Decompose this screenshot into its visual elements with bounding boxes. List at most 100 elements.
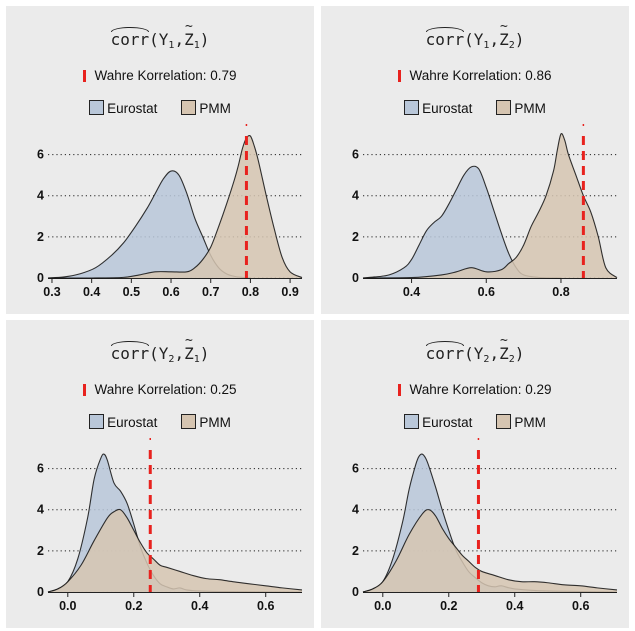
title-y-var: Y [158,344,169,363]
title-y-var: Y [473,30,484,49]
x-tick-label: 0.2 [125,599,142,613]
true-correlation-marker [398,384,402,396]
legend-label: PMM [199,415,231,430]
legend-label: PMM [514,415,546,430]
true-correlation-marker [83,70,87,82]
y-tick-label: 6 [37,462,44,476]
title-z-sub: 1 [193,40,200,51]
title-y-sub: 2 [483,354,490,365]
legend: Eurostat PMM [6,414,314,430]
legend: Eurostat PMM [6,100,314,116]
true-correlation-text: Wahre Korrelation: 0.29 [409,382,552,397]
legend-item-eurostat: Eurostat [404,100,472,116]
x-tick-label: 0.4 [506,599,523,613]
title-y-var: Y [473,344,484,363]
x-tick-label: 0.9 [281,285,298,299]
x-tick-label: 0.4 [403,285,420,299]
x-tick-label: 0.4 [83,285,100,299]
legend-item-eurostat: Eurostat [89,414,157,430]
chart-panel-4: corr(Y2,Z2) Wahre Korrelation: 0.29 Eurost… [321,320,629,628]
title-y-var: Y [158,30,169,49]
true-correlation-text: Wahre Korrelation: 0.86 [409,68,552,83]
x-tick-label: 0.6 [478,285,495,299]
chart-title: corr(Y1,Z2) [321,19,629,51]
legend-swatch [181,100,197,115]
x-tick-label: 0.0 [374,599,391,613]
x-tick-label: 0.4 [191,599,208,613]
true-correlation-label: Wahre Korrelation: 0.29 [321,382,629,397]
title-z-var: Z [184,19,194,49]
density-area-pmm [48,509,302,592]
title-z-sub: 1 [193,354,200,365]
true-correlation-label: Wahre Korrelation: 0.86 [321,68,629,83]
legend-swatch [89,414,105,429]
legend-item-pmm: PMM [496,414,546,430]
chart-panel-2: corr(Y1,Z2) Wahre Korrelation: 0.86 Eurost… [321,6,629,314]
y-tick-label: 6 [352,148,359,162]
density-area-pmm [48,135,302,278]
chart-panel-1: corr(Y1,Z1) Wahre Korrelation: 0.79 Eurost… [6,6,314,314]
legend-label: Eurostat [107,101,158,116]
y-tick-label: 6 [352,462,359,476]
y-tick-label: 4 [352,189,359,203]
plot-svg: 0 2 4 6 0.3 0.4 0.5 0.6 0.7 0.8 0.9 [37,124,303,299]
title-z-var: Z [499,19,509,49]
y-tick-label: 2 [352,544,359,558]
title-y-sub: 1 [483,40,490,51]
y-tick-label: 0 [37,585,44,599]
x-tick-label: 0.6 [162,285,179,299]
y-tick-label: 2 [37,544,44,558]
title-fn: corr [110,27,150,49]
legend-swatch [496,414,512,429]
legend: Eurostat PMM [321,100,629,116]
title-y-sub: 1 [168,40,175,51]
x-tick-label: 0.6 [572,599,589,613]
legend: Eurostat PMM [321,414,629,430]
plot-svg: 0 2 4 6 0.4 0.6 0.8 [352,124,618,299]
true-correlation-marker [398,70,402,82]
title-z-var: Z [184,333,194,363]
legend-item-eurostat: Eurostat [89,100,157,116]
x-tick-label: 0.0 [59,599,76,613]
title-y-sub: 2 [168,354,175,365]
legend-swatch [496,100,512,115]
y-tick-label: 0 [352,271,359,285]
x-tick-label: 0.5 [123,285,140,299]
x-tick-label: 0.3 [43,285,60,299]
plot-svg: 0 2 4 6 0.0 0.2 0.4 0.6 [352,438,618,613]
legend-swatch [404,414,420,429]
density-area-pmm [363,509,617,592]
density-area-eurostat [48,170,251,278]
x-tick-label: 0.6 [257,599,274,613]
x-tick-label: 0.7 [202,285,219,299]
legend-swatch [89,100,105,115]
legend-label: Eurostat [422,415,473,430]
legend-item-eurostat: Eurostat [404,414,472,430]
true-correlation-text: Wahre Korrelation: 0.25 [94,382,237,397]
density-area-pmm [363,133,617,278]
true-correlation-marker [83,384,87,396]
y-tick-label: 2 [352,230,359,244]
y-tick-label: 0 [37,271,44,285]
true-correlation-label: Wahre Korrelation: 0.25 [6,382,314,397]
legend-label: PMM [199,101,231,116]
y-tick-label: 0 [352,585,359,599]
title-fn: corr [110,341,150,363]
title-z-sub: 2 [508,40,515,51]
legend-item-pmm: PMM [181,100,231,116]
plot-svg: 0 2 4 6 0.0 0.2 0.4 0.6 [37,438,303,613]
title-z-sub: 2 [508,354,515,365]
y-tick-label: 4 [37,189,44,203]
chart-title: corr(Y2,Z2) [321,333,629,365]
x-tick-label: 0.8 [552,285,569,299]
legend-label: Eurostat [422,101,473,116]
legend-swatch [181,414,197,429]
x-tick-label: 0.2 [440,599,457,613]
density-line-pmm [362,509,618,593]
legend-label: PMM [514,101,546,116]
x-tick-label: 0.8 [242,285,259,299]
true-correlation-label: Wahre Korrelation: 0.79 [6,68,314,83]
legend-item-pmm: PMM [181,414,231,430]
chart-title: corr(Y1,Z1) [6,19,314,51]
